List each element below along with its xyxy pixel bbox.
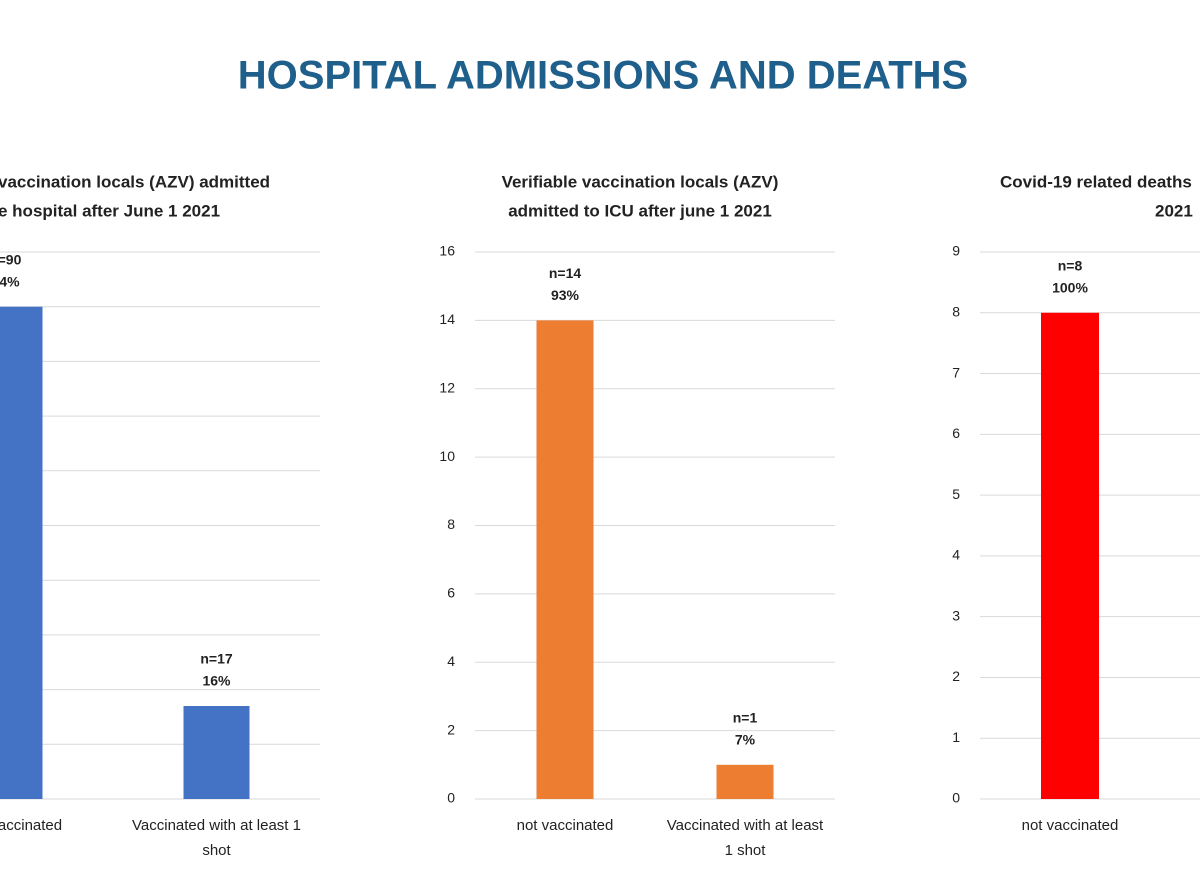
y-tick-label: 14 [439, 311, 455, 327]
value-label: 16% [202, 673, 231, 689]
y-tick-label: 6 [447, 585, 455, 601]
y-tick-label: 4 [447, 653, 455, 669]
y-tick-label: 9 [952, 243, 960, 259]
y-tick-label: 2 [447, 721, 455, 737]
bar [1041, 312, 1099, 799]
value-label: 100% [1052, 279, 1088, 295]
value-label: n=8 [1058, 257, 1083, 273]
chart-title: 2021 [1155, 201, 1193, 220]
value-label: n=1 [733, 710, 758, 726]
chart-title: Covid-19 related deaths [1000, 172, 1192, 191]
y-tick-label: 10 [439, 448, 455, 464]
y-tick-label: 8 [952, 303, 960, 319]
x-tick-label: not vaccinated [1022, 817, 1119, 834]
value-label: =90 [0, 251, 22, 267]
y-tick-label: 1 [952, 729, 960, 745]
x-tick-label: not vaccinated [517, 817, 614, 834]
value-label: n=17 [200, 651, 233, 667]
x-tick-label-line: Vaccinated with at least [667, 817, 824, 834]
bar [536, 320, 594, 799]
x-tick-label-line: 1 shot [725, 842, 767, 859]
x-tick-label: Vaccinated with at least 1 shot [132, 817, 301, 859]
bar [716, 764, 774, 799]
bar [0, 306, 43, 799]
y-tick-label: 12 [439, 379, 455, 395]
x-tick-label: Vaccinated with at least 1 shot [667, 817, 824, 859]
chart-title: e hospital after June 1 2021 [0, 201, 220, 220]
y-tick-label: 5 [952, 486, 960, 502]
page-title: HOSPITAL ADMISSIONS AND DEATHS [238, 54, 968, 98]
y-tick-label: 0 [447, 790, 455, 806]
y-tick-label: 3 [952, 607, 960, 623]
bar [183, 706, 250, 799]
value-label: 4% [0, 273, 20, 289]
x-tick-label-line: Vaccinated with at least 1 [132, 817, 301, 834]
chart-title: Verifiable vaccination locals (AZV) [502, 172, 779, 191]
y-tick-label: 7 [952, 364, 960, 380]
y-tick-label: 16 [439, 243, 455, 259]
y-tick-label: 6 [952, 425, 960, 441]
y-tick-label: 8 [447, 516, 455, 532]
value-label: 7% [735, 732, 756, 748]
chart-title: admitted to ICU after june 1 2021 [508, 201, 772, 220]
chart-title: vaccination locals (AZV) admitted [0, 172, 270, 191]
value-label: 93% [551, 287, 580, 303]
y-tick-label: 2 [952, 668, 960, 684]
value-label: n=14 [549, 265, 582, 281]
y-tick-label: 4 [952, 547, 960, 563]
y-tick-label: 0 [952, 790, 960, 806]
x-tick-label-line: shot [202, 842, 231, 859]
x-tick-label: accinated [0, 817, 62, 834]
